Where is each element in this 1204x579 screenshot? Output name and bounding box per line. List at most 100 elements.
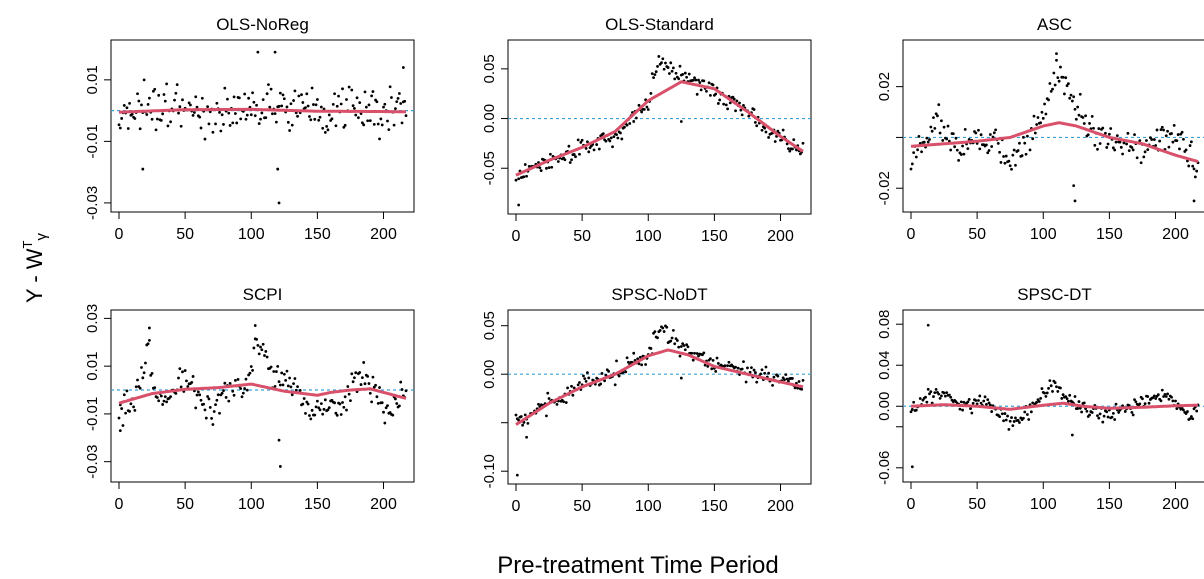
data-point (910, 408, 914, 411)
x-axis-title: Pre-treatment Time Period (497, 552, 778, 579)
data-point (118, 429, 122, 433)
data-point (1134, 400, 1138, 404)
data-point (223, 86, 227, 90)
data-point (1159, 128, 1163, 132)
data-point (1138, 402, 1142, 406)
data-point (912, 400, 916, 404)
data-point (136, 92, 139, 96)
data-point (760, 368, 764, 372)
data-point (214, 403, 217, 407)
data-point (788, 149, 792, 153)
data-point (1032, 114, 1036, 118)
data-point (934, 112, 938, 116)
data-point (1160, 125, 1164, 129)
data-point (1088, 413, 1091, 417)
plot-frame (902, 309, 1204, 483)
data-point (668, 72, 671, 75)
data-point (226, 97, 229, 101)
data-point (681, 72, 685, 76)
data-point (946, 124, 950, 128)
data-point (580, 138, 584, 142)
data-point (260, 348, 264, 352)
data-point (253, 114, 257, 118)
data-point (1059, 65, 1062, 69)
data-point (752, 368, 756, 372)
data-point (753, 120, 757, 124)
data-point (386, 119, 389, 123)
data-point (277, 104, 281, 108)
data-point (793, 386, 797, 390)
data-point (297, 94, 301, 98)
data-point (695, 92, 699, 96)
data-point (738, 101, 741, 105)
data-point (342, 405, 346, 409)
data-point (237, 96, 241, 100)
data-point (1101, 126, 1105, 130)
x-tick-label: 0 (907, 226, 916, 243)
plot-frame (902, 39, 1204, 213)
data-point (601, 132, 605, 136)
data-point (797, 380, 801, 383)
data-point (338, 402, 342, 406)
panel-title: SPSC-NoDT (611, 285, 707, 304)
data-point (155, 396, 159, 399)
data-point (763, 126, 767, 130)
data-point (987, 149, 991, 152)
x-tick-label: 100 (1030, 226, 1057, 243)
data-point (767, 371, 771, 375)
data-point (974, 131, 978, 135)
data-point (750, 366, 753, 370)
data-point (666, 66, 670, 69)
data-point (1121, 152, 1125, 156)
data-point (525, 435, 528, 439)
data-point (243, 92, 247, 96)
data-point (1145, 139, 1148, 142)
data-point (570, 158, 573, 162)
data-point (970, 411, 974, 415)
smooth-curve (515, 348, 804, 426)
data-point (159, 394, 163, 398)
data-point (711, 83, 715, 87)
data-point (1039, 396, 1043, 400)
data-point (990, 410, 994, 413)
data-point (961, 408, 964, 412)
data-point (174, 391, 178, 395)
data-point (1180, 130, 1184, 134)
data-point (1133, 398, 1136, 402)
data-point (930, 129, 934, 133)
data-point (142, 371, 146, 375)
data-point (998, 415, 1002, 419)
data-point (249, 365, 253, 368)
data-point (278, 465, 282, 468)
data-point (186, 385, 190, 388)
data-point (1147, 401, 1151, 405)
svg-text:Y - WTγ: Y - WTγ (20, 232, 50, 303)
data-point (1162, 128, 1166, 132)
data-point (572, 153, 576, 156)
data-point (1189, 140, 1193, 144)
data-point (1048, 379, 1052, 383)
data-point (367, 103, 371, 107)
data-point (288, 376, 292, 380)
data-point (339, 102, 343, 106)
data-point (632, 120, 636, 123)
data-point (679, 120, 683, 123)
data-point (984, 402, 988, 406)
data-point (394, 397, 397, 401)
data-point (292, 382, 295, 386)
data-point (206, 105, 210, 109)
data-point (120, 407, 124, 410)
data-point (945, 391, 949, 395)
data-point (1152, 394, 1156, 398)
data-point (321, 412, 325, 416)
data-point (783, 378, 786, 382)
data-point (140, 103, 143, 107)
data-point (155, 117, 159, 121)
data-point (578, 152, 581, 156)
data-point (228, 381, 232, 385)
data-point (537, 402, 540, 406)
data-point (219, 129, 223, 133)
data-point (177, 376, 180, 380)
data-point (703, 363, 707, 367)
data-point (117, 416, 121, 420)
